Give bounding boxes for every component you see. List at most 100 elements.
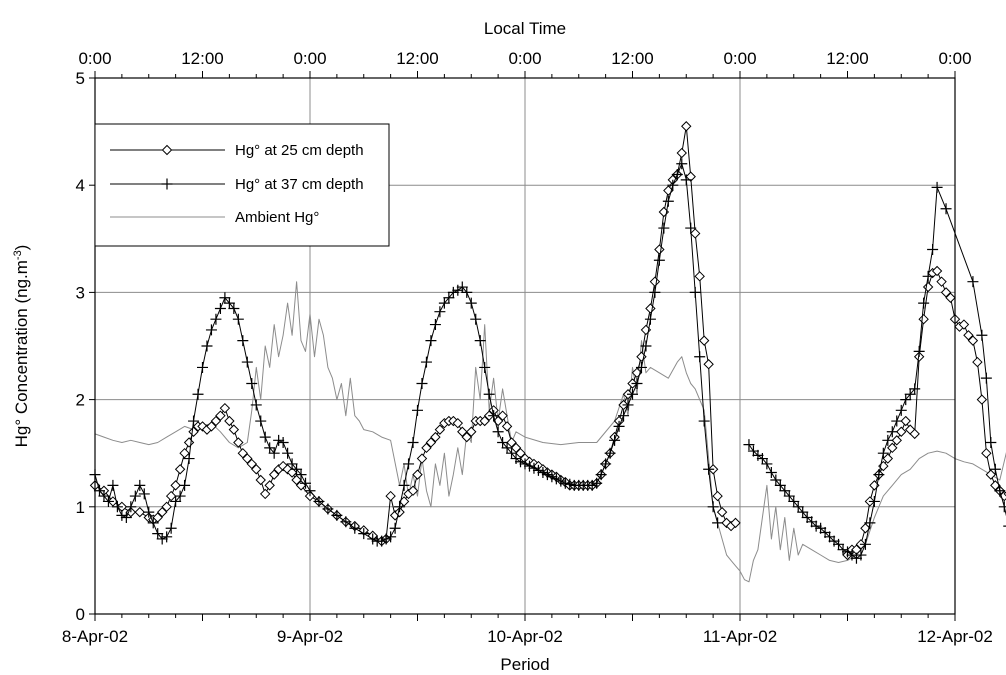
data-point-37cm xyxy=(147,517,159,529)
data-point-37cm xyxy=(523,460,535,472)
y-axis-title-main: Hg° Concentration (ng.m xyxy=(12,260,31,447)
y-tick-label: 3 xyxy=(76,283,85,302)
data-point-25cm xyxy=(878,460,889,472)
x-tick-label: 9-Apr-02 xyxy=(277,627,343,646)
data-point-25cm xyxy=(497,410,508,421)
data-point-37cm xyxy=(653,254,665,266)
data-point-25cm xyxy=(385,490,396,502)
data-point-37cm xyxy=(228,302,240,314)
data-point-37cm xyxy=(429,319,441,331)
x2-tick-label: 12:00 xyxy=(396,49,439,68)
data-point-37cm xyxy=(488,410,500,422)
y-tick-label: 1 xyxy=(76,498,85,517)
legend-label: Ambient Hg° xyxy=(235,209,319,226)
data-point-25cm xyxy=(703,359,714,370)
data-point-37cm xyxy=(877,447,889,459)
y-tick-label: 0 xyxy=(76,605,85,624)
data-point-37cm xyxy=(438,297,450,309)
data-point-37cm xyxy=(483,388,495,400)
data-point-37cm xyxy=(443,292,455,304)
x2-tick-label: 12:00 xyxy=(181,49,224,68)
data-point-25cm xyxy=(721,517,732,529)
data-point-37cm xyxy=(322,503,334,515)
data-point-37cm xyxy=(519,458,531,470)
y-tick-label: 5 xyxy=(76,69,85,88)
data-point-25cm xyxy=(295,480,307,491)
data-point-37cm xyxy=(609,434,621,446)
data-point-37cm xyxy=(412,404,423,416)
top-axis-title: Local Time xyxy=(484,19,566,38)
data-point-25cm xyxy=(690,228,701,239)
data-point-37cm xyxy=(465,297,477,309)
x2-tick-label: 0:00 xyxy=(723,49,756,68)
data-point-37cm xyxy=(165,522,177,534)
data-point-37cm xyxy=(743,439,755,451)
data-point-37cm xyxy=(546,471,558,483)
data-point-37cm xyxy=(895,404,907,416)
data-point-25cm xyxy=(681,121,692,132)
data-point-37cm xyxy=(376,535,388,547)
data-point-25cm xyxy=(976,394,988,405)
data-point-37cm xyxy=(461,286,473,298)
data-point-37cm xyxy=(277,436,289,448)
data-point-37cm xyxy=(703,463,715,475)
data-point-37cm xyxy=(680,174,692,186)
data-point-37cm xyxy=(622,399,634,411)
data-point-37cm xyxy=(313,495,325,507)
data-point-37cm xyxy=(367,533,379,545)
data-point-37cm xyxy=(586,479,598,491)
data-point-37cm xyxy=(214,302,226,314)
x2-tick-label: 0:00 xyxy=(78,49,111,68)
data-point-25cm xyxy=(940,287,952,298)
data-point-37cm xyxy=(783,490,795,502)
data-point-25cm xyxy=(246,458,257,470)
data-point-25cm xyxy=(268,469,280,480)
data-point-37cm xyxy=(918,297,930,309)
series-line-25cm xyxy=(847,270,1006,556)
data-point-37cm xyxy=(985,436,997,448)
data-point-25cm xyxy=(963,330,974,341)
data-point-37cm xyxy=(788,495,800,507)
data-point-37cm xyxy=(291,463,303,475)
data-point-25cm xyxy=(891,435,902,446)
data-point-25cm xyxy=(466,426,477,437)
data-point-37cm xyxy=(479,361,491,373)
x2-tick-label: 0:00 xyxy=(938,49,971,68)
data-point-37cm xyxy=(102,495,114,507)
data-point-25cm xyxy=(649,276,661,287)
data-point-37cm xyxy=(389,522,401,534)
data-point-37cm xyxy=(219,292,231,304)
data-point-37cm xyxy=(201,340,213,352)
data-point-25cm xyxy=(887,442,898,454)
data-point-25cm xyxy=(501,421,513,432)
data-point-25cm xyxy=(264,480,275,491)
data-point-25cm xyxy=(291,474,302,486)
data-point-25cm xyxy=(251,464,262,475)
data-point-37cm xyxy=(205,324,217,336)
data-point-37cm xyxy=(420,356,432,368)
data-point-37cm xyxy=(116,509,128,521)
data-point-25cm xyxy=(165,490,177,502)
data-point-25cm xyxy=(716,506,728,518)
data-point-37cm xyxy=(564,478,576,490)
data-point-37cm xyxy=(120,512,132,524)
data-point-37cm xyxy=(658,222,670,234)
data-point-37cm xyxy=(1003,525,1006,527)
data-point-25cm xyxy=(183,437,195,448)
data-point-37cm xyxy=(618,410,630,422)
data-point-37cm xyxy=(927,244,939,256)
data-point-37cm xyxy=(707,501,719,513)
data-point-37cm xyxy=(340,516,352,528)
data-point-37cm xyxy=(183,453,195,465)
data-point-37cm xyxy=(649,286,661,298)
data-point-25cm xyxy=(945,292,956,303)
data-point-25cm xyxy=(134,506,145,518)
data-point-37cm xyxy=(989,463,1001,475)
x2-tick-label: 12:00 xyxy=(611,49,654,68)
data-point-37cm xyxy=(967,276,979,288)
data-point-25cm xyxy=(936,276,947,287)
data-point-25cm xyxy=(457,426,468,437)
data-point-25cm xyxy=(286,467,298,478)
data-point-37cm xyxy=(407,436,419,448)
